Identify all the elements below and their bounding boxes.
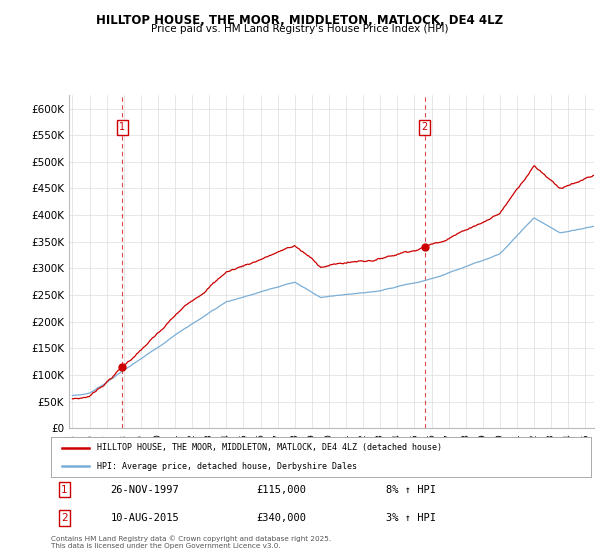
Text: 1: 1 (61, 484, 68, 494)
Text: £340,000: £340,000 (256, 513, 306, 523)
Text: 3% ↑ HPI: 3% ↑ HPI (386, 513, 436, 523)
Text: 10-AUG-2015: 10-AUG-2015 (110, 513, 179, 523)
Text: Contains HM Land Registry data © Crown copyright and database right 2025.
This d: Contains HM Land Registry data © Crown c… (51, 535, 331, 549)
Text: HPI: Average price, detached house, Derbyshire Dales: HPI: Average price, detached house, Derb… (97, 462, 357, 471)
Text: Price paid vs. HM Land Registry's House Price Index (HPI): Price paid vs. HM Land Registry's House … (151, 24, 449, 34)
Text: 1: 1 (119, 122, 125, 132)
Text: £115,000: £115,000 (256, 484, 306, 494)
Text: HILLTOP HOUSE, THE MOOR, MIDDLETON, MATLOCK, DE4 4LZ: HILLTOP HOUSE, THE MOOR, MIDDLETON, MATL… (97, 14, 503, 27)
Text: 2: 2 (422, 122, 428, 132)
Text: 2: 2 (61, 513, 68, 523)
Text: HILLTOP HOUSE, THE MOOR, MIDDLETON, MATLOCK, DE4 4LZ (detached house): HILLTOP HOUSE, THE MOOR, MIDDLETON, MATL… (97, 443, 442, 452)
Text: 26-NOV-1997: 26-NOV-1997 (110, 484, 179, 494)
Text: 8% ↑ HPI: 8% ↑ HPI (386, 484, 436, 494)
